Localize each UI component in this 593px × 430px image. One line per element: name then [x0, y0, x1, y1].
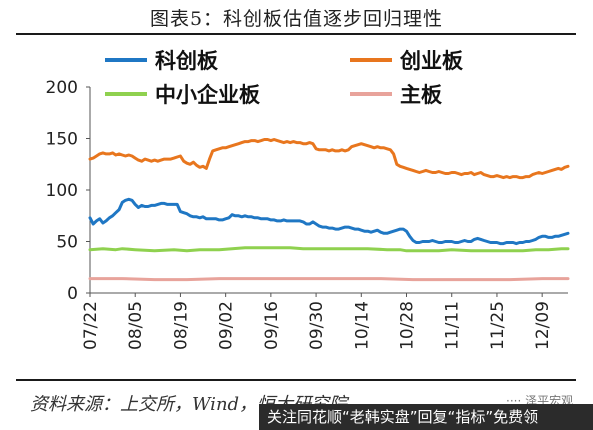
legend-label: 创业板 — [399, 49, 464, 73]
legend-label: 中小企业板 — [155, 83, 261, 107]
title-divider — [16, 33, 576, 35]
y-tick-label: 200 — [46, 78, 78, 98]
x-tick-label: 08/05 — [126, 301, 146, 350]
x-tick-label: 09/30 — [307, 301, 327, 350]
legend-label: 主板 — [400, 83, 443, 107]
x-tick-label: 12/09 — [533, 301, 553, 350]
x-tick-label: 08/19 — [171, 301, 191, 350]
x-tick-label: 09/02 — [217, 301, 237, 350]
series-line-2 — [88, 246, 570, 253]
watermark-banner[interactable]: 关注同花顺“老韩实盘”回复“指标”免费领 — [259, 404, 593, 430]
y-tick-label: 150 — [46, 130, 78, 150]
legend-label: 科创板 — [155, 49, 219, 73]
x-tick-label: 09/16 — [262, 301, 282, 350]
source-divider — [16, 379, 576, 381]
x-tick-label: 10/28 — [398, 301, 418, 350]
x-tick-label: 11/11 — [443, 301, 463, 350]
y-tick-label: 0 — [67, 284, 78, 304]
y-tick-label: 50 — [56, 233, 78, 253]
figure-title: 图表5：科创板估值逐步回归理性 — [149, 8, 444, 30]
chart-series — [88, 138, 570, 282]
series-line-1 — [88, 138, 570, 180]
chart-axes: 0 50 100 150 200 07/22 08/05 08/19 09/02 09/16 09/… — [46, 78, 568, 350]
x-tick-label: 07/22 — [81, 301, 101, 350]
x-tick-label: 10/14 — [352, 301, 372, 350]
y-tick-label: 100 — [46, 181, 78, 201]
series-line-0 — [88, 197, 570, 246]
series-line-3 — [88, 277, 570, 282]
x-tick-label: 11/25 — [488, 301, 508, 350]
